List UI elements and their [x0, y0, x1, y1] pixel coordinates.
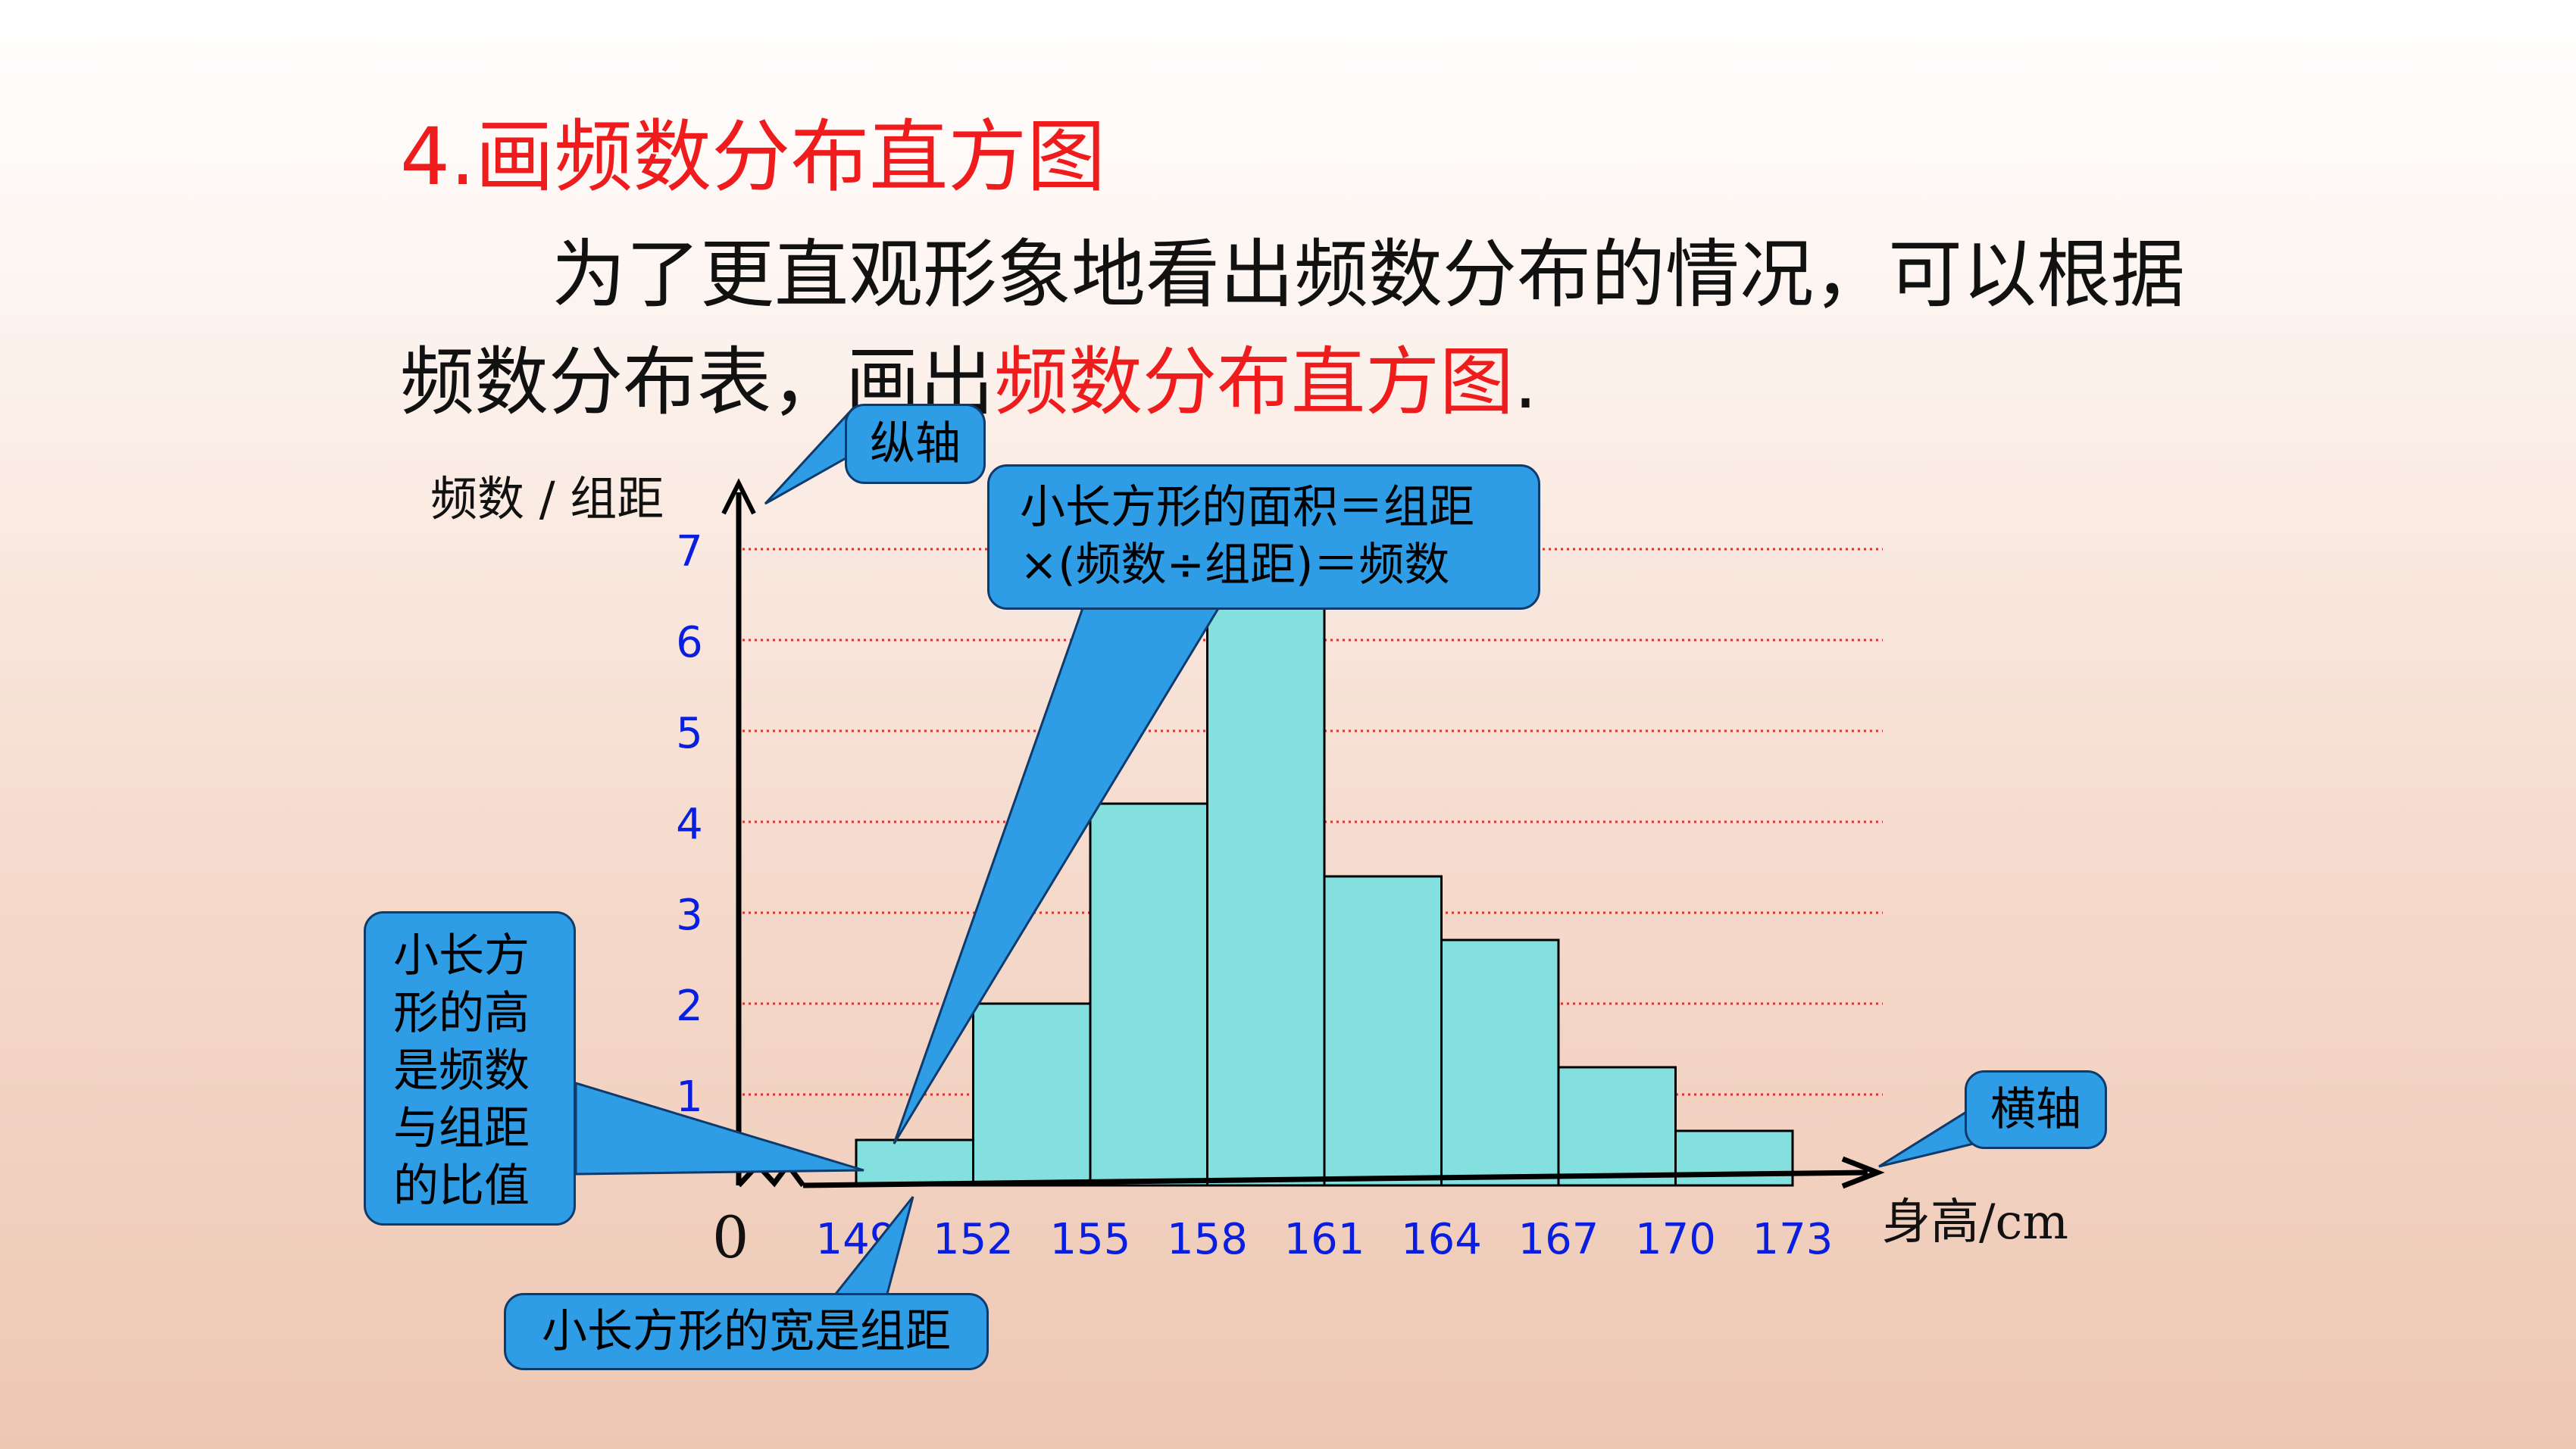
x-tick-label: 158 — [1167, 1215, 1248, 1264]
x-tick-label: 155 — [1050, 1215, 1131, 1264]
y-tick-label: 7 — [676, 527, 703, 576]
callout-pointers — [574, 406, 1975, 1298]
horizontal-axis-pointer — [1878, 1105, 1975, 1168]
intro-highlight: 频数分布直方图 — [994, 339, 1515, 426]
x-axis — [802, 1170, 1868, 1188]
histogram-bar — [1557, 1066, 1677, 1187]
histogram-bar — [1089, 802, 1208, 1187]
height-pointer — [574, 1081, 864, 1176]
area-callout: 小长方形的面积＝组距×(频数÷组距)＝频数 — [987, 464, 1540, 610]
vertical-axis-callout: 纵轴 — [845, 404, 986, 484]
x-axis-label: 身高/cm — [1882, 1194, 2068, 1251]
x-tick-label: 164 — [1401, 1215, 1482, 1264]
vertical-axis-pointer — [764, 406, 854, 505]
y-tick-label: 6 — [676, 618, 703, 667]
x-tick-label: 161 — [1284, 1215, 1365, 1264]
y-tick-labels: 1 2 3 4 5 6 7 — [676, 527, 703, 1122]
width-callout: 小长方形的宽是组距 — [504, 1293, 989, 1370]
x-tick-label: 167 — [1518, 1215, 1599, 1264]
x-tick-labels: 149 152 155 158 161 164 167 170 173 — [816, 1215, 1834, 1264]
histogram-bar — [1440, 938, 1560, 1187]
origin-label: 0 — [712, 1204, 749, 1271]
y-tick-label: 4 — [676, 800, 703, 849]
x-tick-label: 173 — [1752, 1215, 1834, 1264]
y-tick-label: 3 — [676, 891, 703, 940]
histogram-bar — [855, 1138, 974, 1187]
intro-text: 为了更直观形象地看出频数分布的情况，可以根据频数分布表，画出 — [400, 232, 2186, 426]
y-axis-arrow-icon — [721, 478, 756, 515]
height-callout: 小长方形的高是频数与组距的比值 — [364, 911, 576, 1226]
histogram-bars — [855, 584, 1794, 1187]
horizontal-axis-callout: 横轴 — [1965, 1070, 2107, 1149]
x-tick-label: 170 — [1635, 1215, 1716, 1264]
histogram-bar — [1323, 875, 1443, 1187]
histogram-bar — [1206, 584, 1326, 1187]
y-axis-label: 频数 / 组距 — [430, 471, 664, 526]
x-axis-arrow-icon — [1841, 1156, 1885, 1189]
intro-paragraph: 为了更直观形象地看出频数分布的情况，可以根据频数分布表，画出频数分布直方图. — [400, 221, 2218, 436]
histogram-bar — [972, 1002, 1092, 1187]
x-tick-label: 152 — [933, 1215, 1014, 1264]
page-title: 4.画频数分布直方图 — [400, 111, 1106, 203]
y-tick-label: 2 — [676, 982, 703, 1031]
y-tick-label: 5 — [676, 709, 703, 758]
y-tick-label: 1 — [676, 1073, 703, 1122]
intro-end: . — [1514, 339, 1538, 426]
